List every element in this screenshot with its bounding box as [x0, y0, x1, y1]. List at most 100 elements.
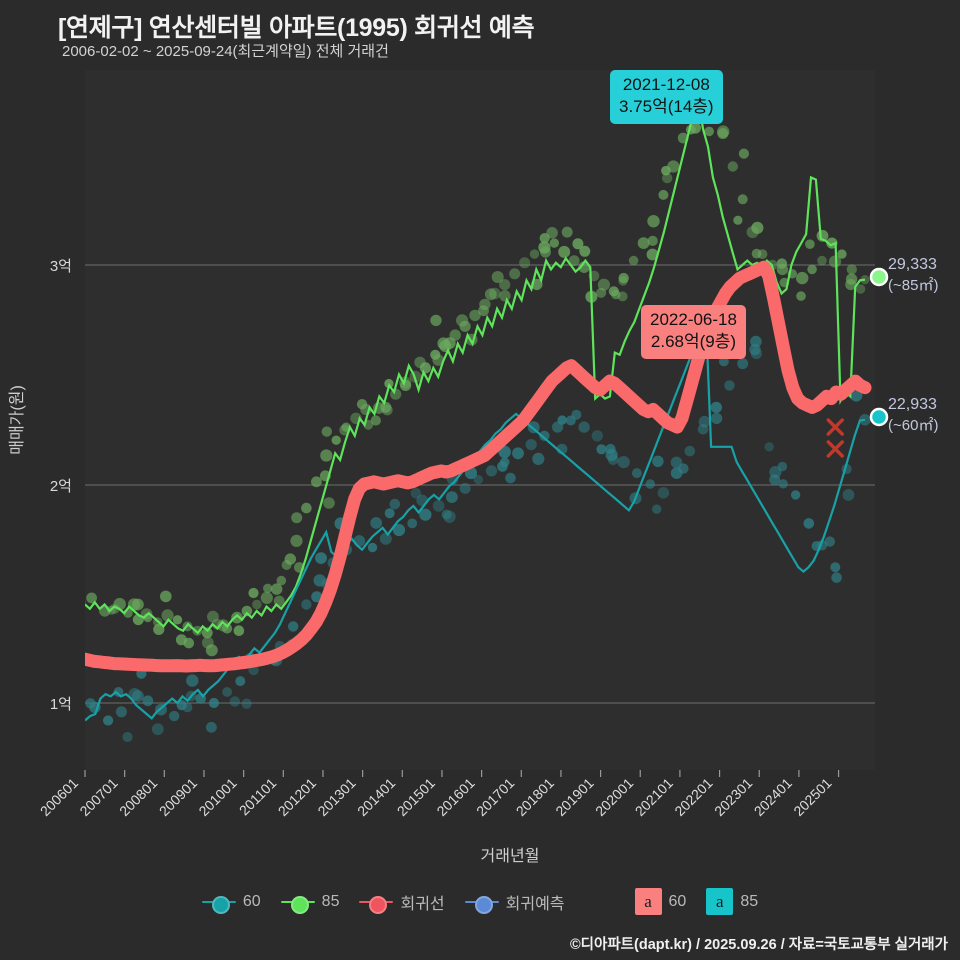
- end-label-85-value: 29,333: [888, 256, 937, 273]
- legend-swatch-85[interactable]: a 85: [706, 888, 758, 915]
- tooltip-regression-date: 2022-06-18: [650, 310, 737, 329]
- scatter-point: [446, 491, 458, 503]
- legend-swatch-60[interactable]: a 60: [634, 888, 686, 915]
- x-tick-label: 201801: [513, 775, 557, 819]
- scatter-point: [331, 435, 341, 445]
- scatter-point: [618, 272, 629, 284]
- scatter-point: [698, 415, 711, 428]
- scatter-point: [617, 456, 630, 469]
- x-tick-label: 202101: [632, 775, 676, 819]
- scatter-point: [568, 255, 580, 266]
- scatter-point: [389, 498, 401, 510]
- end-label-60: 22,933 (~60㎡): [888, 395, 938, 435]
- y-axis-labels: 3억 2억 1억: [50, 258, 72, 713]
- end-marker-60: [869, 407, 889, 427]
- cancelled-trade-x-icon: [826, 418, 844, 436]
- scatter-point: [717, 125, 730, 138]
- scatter-point: [684, 445, 696, 457]
- scatter-point: [751, 221, 764, 234]
- scatter-point: [321, 426, 332, 437]
- scatter-point: [161, 609, 174, 622]
- scatter-point: [456, 314, 469, 327]
- scatter-point: [647, 235, 658, 246]
- scatter-point: [579, 245, 591, 257]
- scatter-point: [370, 517, 383, 529]
- scatter-point: [122, 731, 133, 743]
- scatter-point: [805, 239, 815, 249]
- scatter-point: [607, 454, 619, 465]
- end-label-60-value: 22,933: [888, 396, 937, 413]
- scatter-point: [618, 276, 628, 286]
- y-tick-2: 2억: [50, 478, 72, 495]
- scatter-point: [750, 335, 762, 348]
- scatter-point: [549, 238, 559, 248]
- scatter-point: [217, 619, 230, 632]
- tooltip-peak-85[interactable]: 2021-12-08 3.75억(14층): [610, 70, 723, 124]
- x-tick-label: 200701: [76, 775, 120, 819]
- scatter-point: [290, 534, 303, 548]
- scatter-point: [353, 535, 366, 547]
- scatter-point: [172, 615, 183, 625]
- scatter-point: [115, 706, 127, 718]
- scatter-point: [459, 482, 471, 494]
- scatter-point: [704, 126, 714, 137]
- scatter-point: [678, 463, 689, 474]
- scatter-point: [628, 255, 639, 266]
- scatter-point: [830, 562, 841, 573]
- legend-key-85-icon: [280, 894, 315, 914]
- scatter-point: [419, 508, 432, 521]
- scatter-point: [796, 271, 809, 285]
- scatter-point: [558, 245, 571, 258]
- x-tick-label: 200601: [37, 775, 81, 819]
- scatter-point: [817, 255, 827, 266]
- end-label-60-area: (~60㎡): [888, 416, 939, 434]
- scatter-point: [443, 337, 456, 349]
- legend-key-regression-icon: [359, 894, 394, 914]
- scatter-point: [631, 468, 642, 479]
- scatter-point: [419, 362, 431, 374]
- scatter-point: [85, 698, 96, 709]
- scatter-point: [845, 279, 857, 291]
- scatter-point: [776, 258, 788, 269]
- tooltip-regression[interactable]: 2022-06-18 2.68억(9층): [641, 305, 746, 359]
- scatter-point: [738, 148, 750, 159]
- x-tick-label: 201501: [394, 775, 438, 819]
- page-title: [연제구] 연산센터빌 아파트(1995) 회귀선 예측: [58, 14, 535, 42]
- swatch-60-glyph: a: [634, 888, 662, 915]
- legend-label-forecast: 회귀예측: [505, 895, 565, 913]
- scatter-point: [750, 348, 763, 360]
- scatter-point: [571, 409, 582, 420]
- cancelled-trade-markers: [826, 418, 844, 458]
- scatter-point: [367, 542, 378, 553]
- scatter-point: [525, 439, 537, 451]
- scatter-point: [855, 284, 866, 294]
- scatter-point: [617, 291, 628, 302]
- y-axis-title: 매매가(원): [8, 385, 26, 455]
- scatter-point: [499, 279, 511, 291]
- scatter-point: [384, 508, 395, 519]
- legend-item-forecast[interactable]: 회귀예측: [464, 890, 565, 914]
- scatter-point: [724, 380, 735, 391]
- scatter-point: [233, 625, 245, 636]
- x-tick-label: 202301: [711, 775, 755, 819]
- scatter-point: [737, 194, 748, 205]
- scatter-point: [485, 465, 498, 477]
- tooltip-peak-date: 2021-12-08: [622, 75, 710, 94]
- x-tick-label: 202401: [751, 775, 795, 819]
- scatter-point: [662, 172, 673, 184]
- legend-item-regression[interactable]: 회귀선: [359, 890, 445, 914]
- x-tick-label: 200901: [156, 775, 200, 819]
- scatter-point: [846, 264, 857, 275]
- legend-item-60[interactable]: 60: [201, 893, 261, 914]
- scatter-point: [803, 518, 815, 529]
- scatter-point: [85, 600, 86, 605]
- scatter-point: [410, 488, 422, 499]
- scatter-point: [658, 189, 669, 200]
- scatter-point: [652, 504, 662, 514]
- legend-item-85[interactable]: 85: [280, 893, 339, 914]
- scatter-point: [790, 490, 801, 500]
- scatter-point: [205, 644, 218, 657]
- scatter-point: [288, 621, 299, 632]
- scatter-point: [509, 268, 521, 280]
